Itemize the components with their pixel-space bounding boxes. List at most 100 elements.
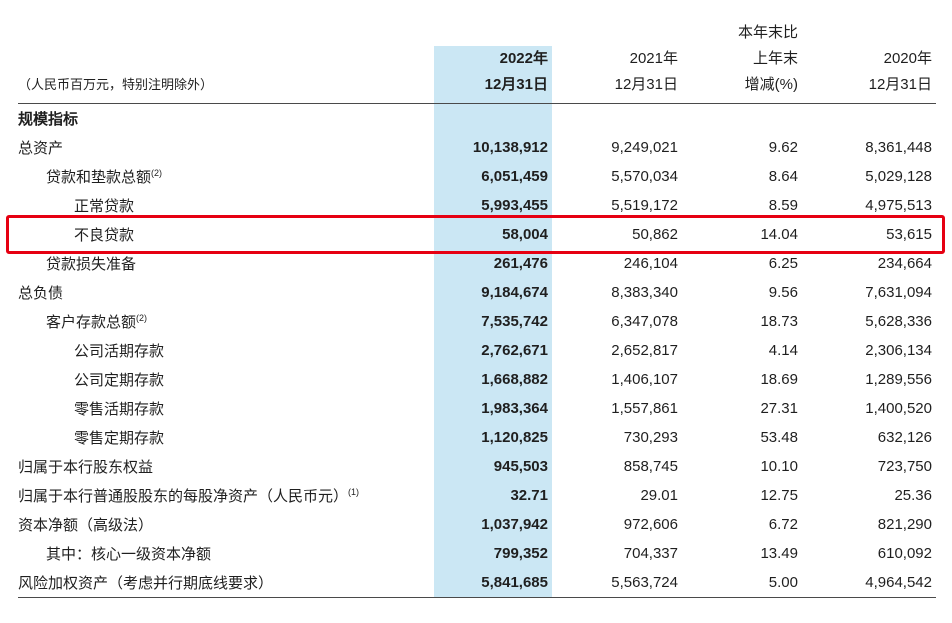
- cell-value: 58,004: [502, 226, 548, 243]
- table-row: 贷款和垫款总额(2) 6,051,459 5,570,034 8.64 5,029,12…: [18, 162, 936, 191]
- cell-value: 6.72: [768, 516, 798, 533]
- highlight-column-2022: [434, 46, 552, 597]
- cell-value: 632,126: [877, 429, 932, 446]
- cell-value: 4,975,513: [865, 197, 932, 214]
- cell-value: 9,249,021: [611, 139, 678, 156]
- table-row: 零售活期存款 1,983,364 1,557,861 27.31 1,400,520: [18, 394, 936, 423]
- row-label: 总资产: [18, 140, 64, 157]
- table-row: 公司活期存款 2,762,671 2,652,817 4.14 2,306,134: [18, 336, 936, 365]
- cell-value: 29.01: [640, 487, 678, 504]
- row-label: 正常贷款: [74, 198, 135, 215]
- cell-value: 858,745: [623, 458, 678, 475]
- table-row: 归属于本行股东权益 945,503 858,745 10.10 723,750: [18, 452, 936, 481]
- row-label: 归属于本行股东权益: [18, 459, 154, 476]
- row-label: 其中：核心一级资本净额: [46, 546, 212, 563]
- table-row: 总资产 10,138,912 9,249,021 9.62 8,361,448: [18, 133, 936, 162]
- cell-value: 2,652,817: [611, 342, 678, 359]
- cell-value: 5,628,336: [865, 313, 932, 330]
- table-row: 公司定期存款 1,668,882 1,406,107 18.69 1,289,556: [18, 365, 936, 394]
- cell-value: 25.36: [894, 487, 932, 504]
- cell-value: 730,293: [623, 429, 678, 446]
- section-header: 规模指标: [18, 111, 79, 128]
- cell-value: 6.25: [768, 255, 798, 272]
- table-row: 风险加权资产（考虑并行期底线要求） 5,841,685 5,563,724 5.00 4…: [18, 568, 936, 597]
- cell-value: 5,841,685: [481, 574, 548, 591]
- cell-value: 18.69: [760, 371, 798, 388]
- table-row: 客户存款总额(2) 7,535,742 6,347,078 18.73 5,628,33…: [18, 307, 936, 336]
- table-row: 总负债 9,184,674 8,383,340 9.56 7,631,094: [18, 278, 936, 307]
- row-label: 贷款和垫款总额(2): [46, 168, 163, 187]
- cell-value: 5,563,724: [611, 574, 678, 591]
- cell-value: 945,503: [493, 458, 548, 475]
- scale-indicators-table: （人民币百万元，特别注明除外） 2022年 12月31日 2021年 12月31日 本年…: [18, 20, 936, 598]
- cell-value: 1,037,942: [481, 516, 548, 533]
- table-body-wrap: 规模指标 总资产 10,138,912 9,249,021 9.62 8,361,448…: [18, 104, 936, 598]
- cell-value: 9.62: [768, 139, 798, 156]
- table-row: 其中：核心一级资本净额 799,352 704,337 13.49 610,092: [18, 539, 936, 568]
- cell-value: 53.48: [760, 429, 798, 446]
- row-label: 公司定期存款: [74, 372, 165, 389]
- cell-value: 1,668,882: [481, 371, 548, 388]
- table-row: 贷款损失准备 261,476 246,104 6.25 234,664: [18, 249, 936, 278]
- cell-value: 2,306,134: [865, 342, 932, 359]
- cell-value: 8,383,340: [611, 284, 678, 301]
- unit-note: （人民币百万元，特别注明除外）: [18, 77, 214, 92]
- cell-value: 7,535,742: [481, 313, 548, 330]
- table-row: 资本净额（高级法） 1,037,942 972,606 6.72 821,290: [18, 510, 936, 539]
- cell-value: 8.59: [768, 197, 798, 214]
- cell-value: 8.64: [768, 168, 798, 185]
- cell-value: 5,029,128: [865, 168, 932, 185]
- table-body: 总资产 10,138,912 9,249,021 9.62 8,361,448 贷款和垫款…: [18, 133, 936, 597]
- cell-value: 1,289,556: [865, 371, 932, 388]
- cell-value: 18.73: [760, 313, 798, 330]
- column-header-2021年: 2021年 12月31日: [614, 50, 678, 93]
- column-header-2022年: 2022年 12月31日: [484, 50, 548, 93]
- cell-value: 6,051,459: [481, 168, 548, 185]
- cell-value: 1,557,861: [611, 400, 678, 417]
- cell-value: 1,983,364: [481, 400, 548, 417]
- row-label: 公司活期存款: [74, 343, 165, 360]
- column-header-2020年: 2020年 12月31日: [868, 50, 932, 93]
- cell-value: 12.75: [760, 487, 798, 504]
- cell-value: 10.10: [760, 458, 798, 475]
- cell-value: 972,606: [623, 516, 678, 533]
- cell-value: 610,092: [877, 545, 932, 562]
- cell-value: 246,104: [623, 255, 678, 272]
- cell-value: 7,631,094: [865, 284, 932, 301]
- cell-value: 5.00: [768, 574, 798, 591]
- row-label: 零售活期存款: [74, 401, 165, 418]
- table-row: 零售定期存款 1,120,825 730,293 53.48 632,126: [18, 423, 936, 452]
- cell-value: 10,138,912: [472, 139, 548, 156]
- row-label: 归属于本行普通股股东的每股净资产（人民币元）(1): [18, 487, 360, 506]
- cell-value: 1,400,520: [865, 400, 932, 417]
- cell-value: 799,352: [493, 545, 548, 562]
- cell-value: 234,664: [877, 255, 932, 272]
- cell-value: 32.71: [510, 487, 548, 504]
- cell-value: 53,615: [886, 226, 932, 243]
- table-row: 归属于本行普通股股东的每股净资产（人民币元）(1) 32.71 29.01 12.75…: [18, 481, 936, 510]
- cell-value: 6,347,078: [611, 313, 678, 330]
- table-row-annotated: 不良贷款 58,004 50,862 14.04 53,615: [18, 220, 936, 249]
- cell-value: 8,361,448: [865, 139, 932, 156]
- cell-value: 13.49: [760, 545, 798, 562]
- cell-value: 1,120,825: [481, 429, 548, 446]
- row-label: 不良贷款: [74, 227, 135, 244]
- footnote-marker: (2): [151, 168, 163, 178]
- row-label: 贷款损失准备: [46, 256, 137, 273]
- row-label: 总负债: [18, 285, 64, 302]
- footnote-marker: (1): [348, 487, 360, 497]
- cell-value: 50,862: [632, 226, 678, 243]
- footnote-marker: (2): [136, 313, 148, 323]
- cell-value: 704,337: [623, 545, 678, 562]
- column-header-本年末比: 本年末比 上年末 增减(%): [737, 24, 798, 93]
- cell-value: 9.56: [768, 284, 798, 301]
- cell-value: 723,750: [877, 458, 932, 475]
- row-label: 零售定期存款: [74, 430, 165, 447]
- cell-value: 1,406,107: [611, 371, 678, 388]
- cell-value: 27.31: [760, 400, 798, 417]
- cell-value: 4,964,542: [865, 574, 932, 591]
- cell-value: 821,290: [877, 516, 932, 533]
- cell-value: 14.04: [760, 226, 798, 243]
- cell-value: 5,519,172: [611, 197, 678, 214]
- cell-value: 5,993,455: [481, 197, 548, 214]
